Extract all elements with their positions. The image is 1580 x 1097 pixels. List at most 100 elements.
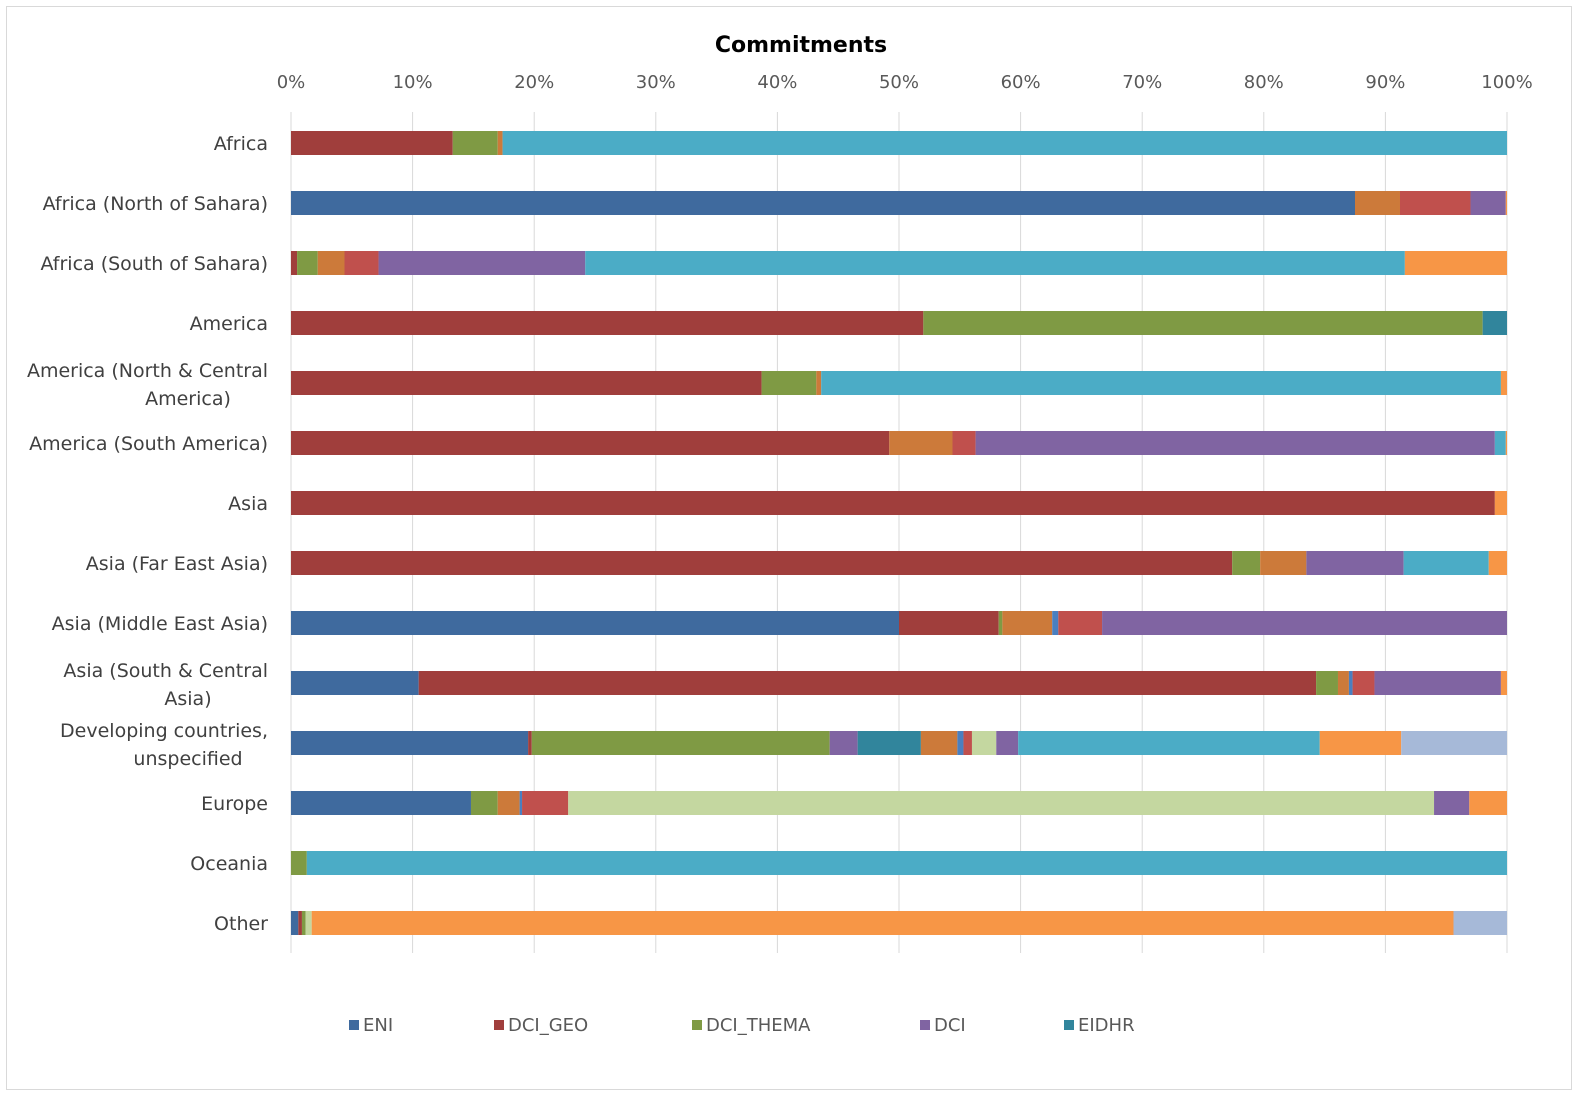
bar-segment [761, 371, 817, 395]
bar-segment [291, 311, 924, 335]
bar-segment [502, 131, 1508, 155]
bar-segment [470, 791, 498, 815]
bar-segment [291, 611, 899, 635]
bar-segment [1505, 191, 1507, 215]
x-tick-label: 100% [1481, 72, 1532, 93]
bar-segment [528, 731, 532, 755]
bar-segment [1355, 191, 1400, 215]
bar-segment [1500, 371, 1507, 395]
bar-segment [1052, 611, 1059, 635]
bar-segment [291, 431, 890, 455]
bar-segment [1500, 671, 1507, 695]
bar-segment [378, 251, 586, 275]
category-label: unspecified [133, 748, 242, 770]
x-axis-ticks: 0% 10% 20% 30% 40% 50% 60% 70% 80% 90% 100% [277, 72, 1533, 93]
bar-segment [418, 671, 1317, 695]
bar-segment [291, 731, 529, 755]
bar-segment [1399, 191, 1471, 215]
bar-segment [957, 731, 964, 755]
bar-segment [829, 731, 858, 755]
bar-segment [298, 911, 302, 935]
bar-segment [1260, 551, 1307, 575]
bar-segment [497, 131, 503, 155]
chart-title: Commitments [715, 33, 887, 58]
legend: ENI DCI_GEO DCI_THEMA DCI EIDHR [349, 1015, 1135, 1036]
bars [291, 131, 1508, 935]
bar-segment [1018, 731, 1320, 755]
legend-swatch [349, 1020, 359, 1030]
bar-segment [1337, 671, 1349, 695]
category-label: Asia) [164, 688, 211, 710]
bar-segment [291, 131, 453, 155]
bar-segment [305, 911, 312, 935]
bar-segment [585, 251, 1405, 275]
bar-segment [291, 911, 299, 935]
bar-segment [857, 731, 921, 755]
legend-swatch [494, 1020, 504, 1030]
category-labels: Africa Africa (North of Sahara) Africa (So… [27, 133, 268, 935]
bar-segment [291, 551, 1233, 575]
category-label: Oceania [190, 853, 268, 875]
bar-segment [301, 911, 306, 935]
bar-segment [1232, 551, 1261, 575]
bar-segment [291, 371, 762, 395]
x-tick-label: 60% [1001, 72, 1041, 93]
bar-segment [306, 851, 1508, 875]
bar-segment [1319, 731, 1402, 755]
grid-lines [290, 112, 1508, 953]
category-label: Africa (North of Sahara) [43, 193, 268, 215]
legend-label: DCI_GEO [508, 1015, 588, 1036]
bar-segment [952, 431, 976, 455]
bar-segment [522, 791, 569, 815]
bar-segment [923, 311, 1483, 335]
bar-segment [1404, 251, 1507, 275]
bar-segment [1434, 791, 1470, 815]
bar-segment [1102, 611, 1507, 635]
category-label: America [190, 313, 268, 335]
bar-segment [816, 371, 822, 395]
legend-swatch [920, 1020, 930, 1030]
category-label: America (South America) [29, 433, 268, 455]
bar-segment [1306, 551, 1404, 575]
category-label: America (North & Central [27, 360, 268, 382]
bar-segment [1348, 671, 1353, 695]
bar-segment [1494, 491, 1507, 515]
x-tick-label: 40% [757, 72, 797, 93]
bar-segment [1488, 551, 1507, 575]
bar-segment [291, 251, 298, 275]
category-label: Other [214, 913, 268, 935]
bar-segment [1058, 611, 1103, 635]
bar-segment [568, 791, 1435, 815]
bar-segment [1470, 191, 1506, 215]
legend-swatch [692, 1020, 702, 1030]
category-label: Asia (South & Central [63, 660, 268, 682]
bar-segment [291, 671, 419, 695]
chart-frame [6, 6, 1572, 1090]
bar-segment [291, 191, 1355, 215]
bar-segment [531, 731, 830, 755]
bar-segment [1002, 611, 1053, 635]
x-tick-label: 0% [277, 72, 306, 93]
bar-segment [291, 791, 471, 815]
x-tick-label: 90% [1365, 72, 1405, 93]
bar-segment [1469, 791, 1507, 815]
bar-segment [519, 791, 523, 815]
bar-segment [963, 731, 972, 755]
category-label: Africa [214, 133, 268, 155]
legend-label: EIDHR [1078, 1015, 1135, 1036]
category-label: Europe [201, 793, 268, 815]
x-tick-label: 30% [636, 72, 676, 93]
legend-swatch [1064, 1020, 1074, 1030]
bar-segment [1316, 671, 1338, 695]
category-label: Asia (Middle East Asia) [52, 613, 268, 635]
legend-label: DCI [934, 1015, 966, 1036]
bar-segment [291, 491, 1495, 515]
bar-segment [889, 431, 953, 455]
bar-segment [1482, 311, 1507, 335]
x-tick-label: 20% [514, 72, 554, 93]
x-tick-label: 70% [1122, 72, 1162, 93]
bar-segment [297, 251, 318, 275]
x-tick-label: 50% [879, 72, 919, 93]
bar-segment [1401, 731, 1507, 755]
